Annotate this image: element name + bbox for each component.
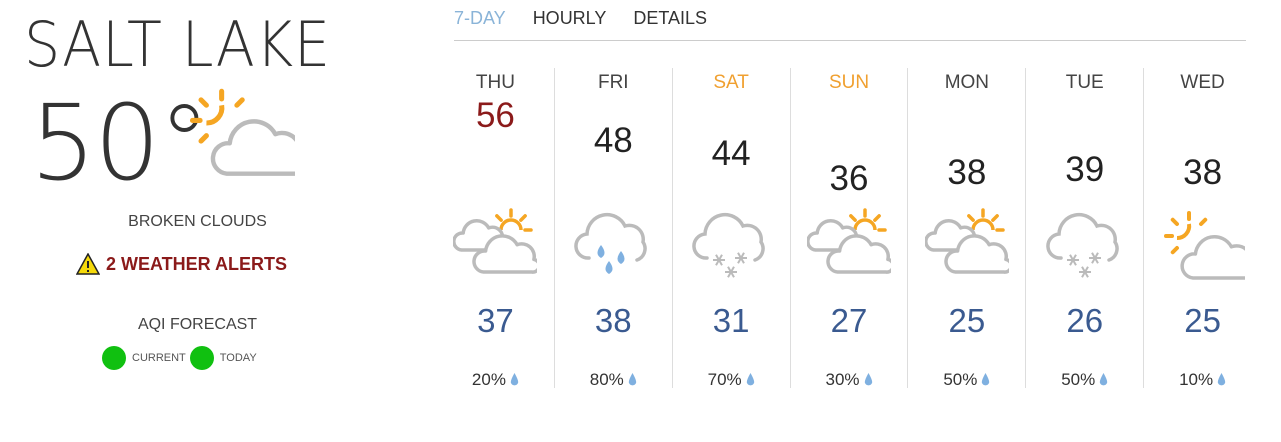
high-temperature: 56	[475, 96, 515, 135]
tab-details[interactable]: DETAILS	[633, 8, 708, 28]
precipitation-chance: 30%	[791, 370, 908, 390]
raindrop-icon	[510, 373, 519, 386]
precip-value: 50%	[943, 370, 978, 389]
condition-text: BROKEN CLOUDS	[128, 213, 267, 230]
day-name: TUE	[1065, 72, 1104, 93]
low-temperature: 38	[594, 302, 632, 339]
alerts-label: 2 WEATHER ALERTS	[106, 253, 288, 274]
snow-icon	[1043, 208, 1127, 289]
aqi-current-label: CURRENT	[132, 352, 186, 364]
day-name: WED	[1180, 72, 1225, 93]
forecast-day-thu[interactable]: THU 56 37 20%	[437, 68, 554, 390]
current-temperature: 50°	[30, 82, 210, 204]
aqi-indicators: CURRENT TODAY	[102, 346, 257, 370]
forecast-tabs: 7-DAY HOURLY DETAILS	[454, 8, 707, 29]
aqi-title: AQI FORECAST	[137, 316, 258, 333]
low-temperature: 26	[1066, 302, 1104, 339]
low-temperature: 25	[1184, 302, 1221, 339]
raindrop-icon	[746, 373, 754, 386]
day-name: SUN	[828, 72, 870, 93]
aqi-today-label: TODAY	[219, 352, 257, 364]
day-name: FRI	[597, 72, 629, 93]
low-temperature: 27	[830, 302, 868, 339]
high-temperature: 36	[829, 159, 869, 198]
high-temperature: 44	[711, 133, 751, 173]
low-temperature: 25	[948, 302, 986, 339]
precipitation-chance: 50%	[908, 370, 1025, 390]
aqi-current-dot	[102, 346, 126, 370]
high-temperature: 39	[1065, 149, 1105, 189]
raindrop-icon	[864, 373, 872, 386]
precip-value: 20%	[471, 370, 506, 389]
forecast-day-wed[interactable]: WED 38 25 10%	[1143, 68, 1261, 390]
partly-cloudy-sun-icon	[1161, 208, 1259, 289]
tabs-divider	[454, 40, 1246, 41]
forecast-day-sun[interactable]: SUN 36 27 30%	[789, 68, 908, 390]
forecast-day-mon[interactable]: MON 38 25 50%	[907, 68, 1025, 390]
precipitation-chance: 20%	[437, 370, 554, 390]
rain-icon	[571, 208, 655, 289]
day-name: THU	[475, 72, 515, 93]
tab-7-day[interactable]: 7-DAY	[454, 8, 506, 28]
precip-value: 70%	[707, 370, 742, 389]
partly-cloudy-icon	[923, 208, 1013, 289]
precipitation-chance: 10%	[1144, 370, 1261, 390]
partly-cloudy-icon	[452, 208, 542, 289]
aqi-today-dot	[189, 346, 214, 370]
day-name: MON	[944, 72, 990, 93]
precip-value: 50%	[1061, 370, 1096, 389]
forecast-day-sat[interactable]: SAT 44 31 70%	[671, 68, 790, 390]
raindrop-icon	[1100, 373, 1108, 386]
forecast-day-fri[interactable]: FRI 48 38 80%	[553, 68, 672, 390]
precipitation-chance: 70%	[673, 370, 790, 390]
raindrop-icon	[628, 373, 636, 386]
weather-alerts-link[interactable]: 2 WEATHER ALERTS	[76, 253, 287, 275]
high-temperature: 38	[947, 152, 987, 192]
partly-cloudy-sun-icon	[185, 85, 310, 185]
high-temperature: 38	[1183, 152, 1223, 192]
city-name: SALT LAKE	[24, 8, 332, 81]
snow-icon	[689, 208, 773, 289]
warning-icon	[76, 253, 100, 275]
tab-hourly[interactable]: HOURLY	[532, 8, 607, 28]
raindrop-icon	[982, 373, 990, 386]
precip-value: 80%	[589, 370, 624, 389]
high-temperature: 48	[593, 121, 633, 161]
low-temperature: 37	[477, 302, 514, 339]
partly-cloudy-icon	[806, 208, 895, 289]
precip-value: 30%	[825, 370, 860, 389]
day-name: SAT	[713, 72, 749, 93]
precipitation-chance: 50%	[1026, 370, 1143, 390]
precip-value: 10%	[1179, 370, 1214, 389]
low-temperature: 31	[712, 302, 750, 339]
raindrop-icon	[1217, 373, 1226, 386]
seven-day-forecast: THU 56 37 20% FRI 48 38 80% SAT 44 31 70% S…	[437, 68, 1261, 390]
forecast-day-tue[interactable]: TUE 39 26 50%	[1025, 68, 1143, 390]
precipitation-chance: 80%	[555, 370, 672, 390]
